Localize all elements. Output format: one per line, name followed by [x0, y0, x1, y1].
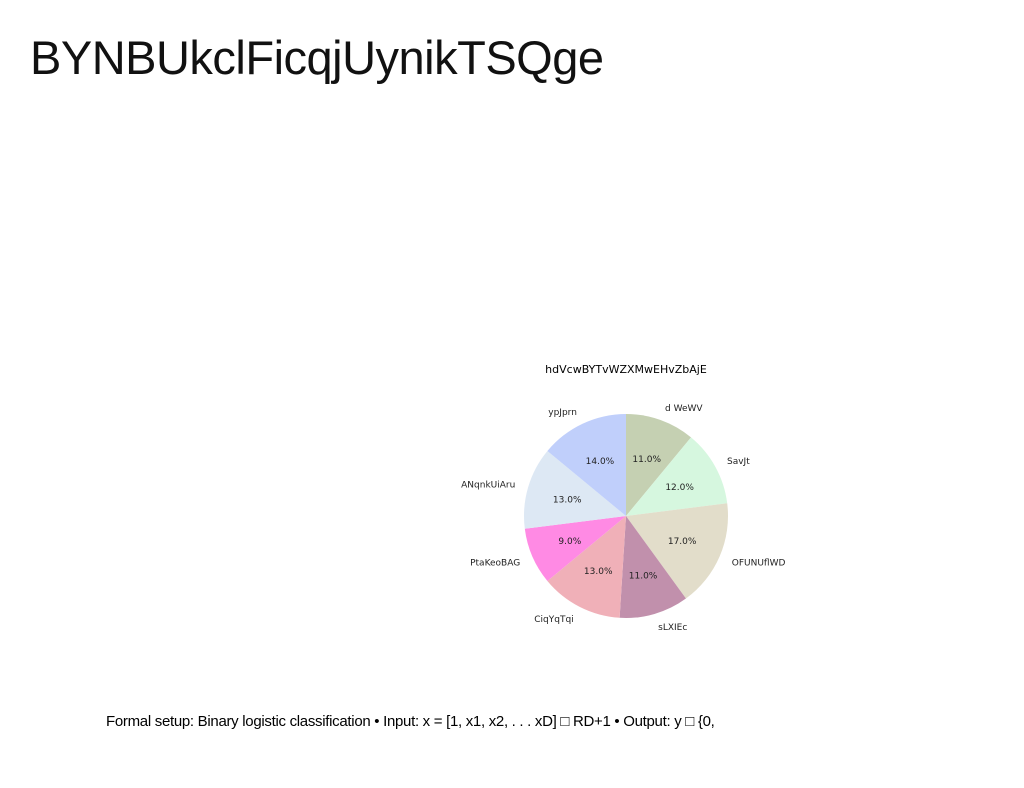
- pie-category-label: ANqnkUiAru: [461, 480, 515, 490]
- pie-slice: [626, 437, 728, 516]
- pie-category-label: PtaKeoBAG: [470, 558, 520, 568]
- pie-percent-label: 13.0%: [584, 567, 613, 577]
- pie-percent-labels: 11.0% 12.0% 17.0% 11.0% 13.0% 9.0% 13.0% 14.0%: [553, 455, 697, 581]
- pie-category-label: SavJt: [727, 457, 750, 467]
- pie-percent-label: 9.0%: [558, 537, 581, 547]
- pie-percent-label: 13.0%: [553, 495, 582, 505]
- pie-percent-label: 11.0%: [632, 455, 661, 465]
- pie-slice: [626, 503, 728, 599]
- pie-percent-label: 12.0%: [665, 483, 694, 493]
- pie-category-label: CiqYqTqi: [534, 615, 573, 625]
- pie-slice: [524, 516, 626, 582]
- pie-percent-label: 11.0%: [629, 571, 658, 581]
- pie-percent-label: 17.0%: [668, 537, 697, 547]
- pie-slice: [547, 414, 626, 516]
- pie-category-labels: d WeWV SavJt OFUNUflWD sLXIEc CiqYqTqi PtaKeo…: [461, 404, 785, 633]
- slide-title: BYNBUkclFicqjUynikTSQge: [30, 31, 604, 84]
- slide-caption: Formal setup: Binary logistic classifica…: [106, 713, 715, 730]
- pie-category-label: OFUNUflWD: [732, 558, 786, 568]
- pie-slice: [547, 516, 626, 618]
- pie-slice: [524, 450, 626, 529]
- chart-title: hdVcwBYTvWZXMwEHvZbAjE: [545, 363, 707, 376]
- pie-chart: hdVcwBYTvWZXMwEHvZbAjE 11.0% 12.0% 17.0% 11…: [440, 355, 800, 665]
- pie-slices: [524, 414, 728, 618]
- pie-slice: [626, 414, 692, 516]
- pie-category-label: sLXIEc: [658, 623, 687, 633]
- pie-category-label: ypJprn: [548, 408, 577, 418]
- pie-slice: [619, 516, 686, 618]
- pie-percent-label: 14.0%: [586, 457, 615, 467]
- pie-category-label: d WeWV: [665, 404, 703, 414]
- pie-chart-canvas: hdVcwBYTvWZXMwEHvZbAjE 11.0%12.0%17.0%11…: [461, 363, 785, 633]
